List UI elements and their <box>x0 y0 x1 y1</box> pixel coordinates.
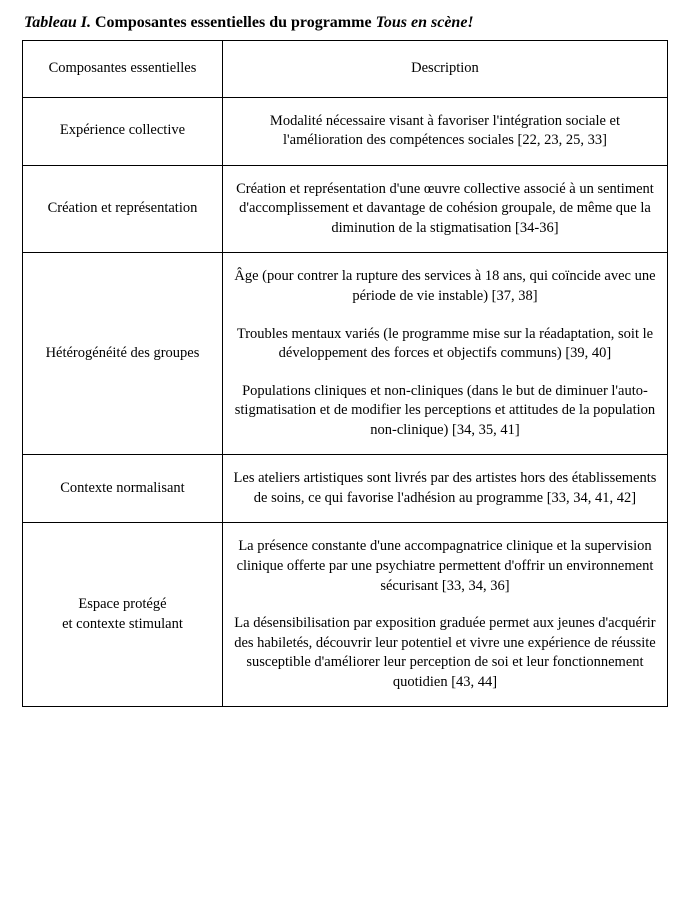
description-text: Modalité nécessaire visant à favoriser l… <box>233 112 657 151</box>
header-description: Description <box>222 41 667 98</box>
description-text: La présence constante d'une accompagnatr… <box>233 537 657 596</box>
caption-label: Tableau I. <box>24 14 91 31</box>
component-description: Âge (pour contrer la rupture des service… <box>222 253 667 455</box>
component-description: Création et représentation d'une œuvre c… <box>222 165 667 253</box>
description-text: Les ateliers artistiques sont livrés par… <box>233 469 657 508</box>
table-row: Espace protégéet contexte stimulant La p… <box>23 523 668 707</box>
table-row: Hétérogénéité des groupes Âge (pour cont… <box>23 253 668 455</box>
table-caption: Tableau I. Composantes essentielles du p… <box>24 14 668 32</box>
description-text: Création et représentation d'une œuvre c… <box>233 180 657 239</box>
table-row: Expérience collective Modalité nécessair… <box>23 97 668 165</box>
description-text: Âge (pour contrer la rupture des service… <box>233 267 657 306</box>
caption-title: Composantes essentielles du programme <box>91 14 376 31</box>
table-row: Création et représentation Création et r… <box>23 165 668 253</box>
component-description: Modalité nécessaire visant à favoriser l… <box>222 97 667 165</box>
component-description: Les ateliers artistiques sont livrés par… <box>222 455 667 523</box>
table-row: Contexte normalisant Les ateliers artist… <box>23 455 668 523</box>
component-name: Création et représentation <box>23 165 223 253</box>
description-text: La désensibilisation par exposition grad… <box>233 614 657 692</box>
component-name: Hétérogénéité des groupes <box>23 253 223 455</box>
description-text: Populations cliniques et non-cliniques (… <box>233 382 657 441</box>
component-name: Contexte normalisant <box>23 455 223 523</box>
table-header-row: Composantes essentielles Description <box>23 41 668 98</box>
document-page: Tableau I. Composantes essentielles du p… <box>0 0 690 906</box>
component-name: Expérience collective <box>23 97 223 165</box>
caption-program: Tous en scène! <box>376 14 474 31</box>
component-description: La présence constante d'une accompagnatr… <box>222 523 667 707</box>
header-components: Composantes essentielles <box>23 41 223 98</box>
component-name: Espace protégéet contexte stimulant <box>23 523 223 707</box>
program-table: Composantes essentielles Description Exp… <box>22 40 668 707</box>
description-text: Troubles mentaux variés (le programme mi… <box>233 325 657 364</box>
